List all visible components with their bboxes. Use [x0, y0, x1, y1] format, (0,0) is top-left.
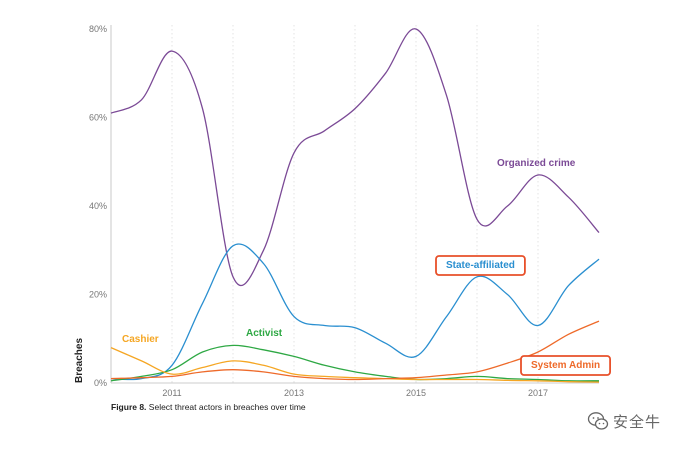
label-highlight-box — [435, 255, 526, 276]
label-highlight-box — [520, 355, 611, 376]
watermark-text: 安全牛 — [613, 413, 662, 431]
series-line — [110, 28, 600, 286]
x-tick-labels: 2011 2013 2015 2017 — [162, 388, 548, 398]
y-tick-label: 80% — [89, 24, 107, 34]
wechat-icon — [587, 412, 609, 430]
series-label: Organized crime — [497, 158, 576, 169]
series-line — [110, 347, 600, 383]
series-label: Cashier — [122, 334, 159, 345]
y-tick-label: 20% — [89, 290, 107, 300]
series-label: State-affiliated — [446, 260, 515, 271]
series-line — [110, 344, 600, 382]
series-labels: Organized crime State-affiliated Activist C… — [122, 158, 611, 376]
x-tick-label: 2011 — [162, 388, 181, 398]
x-tick-label: 2015 — [406, 388, 426, 398]
x-tick-label: 2017 — [528, 388, 548, 398]
series-label: System Admin — [531, 360, 600, 371]
series-label: Activist — [246, 328, 283, 339]
series-line — [110, 243, 600, 381]
gridlines — [171, 25, 539, 383]
y-tick-labels: 0% 20% 40% 60% 80% — [89, 24, 107, 388]
y-tick-label: 0% — [94, 378, 107, 388]
figure-caption: Figure 8. Select threat actors in breach… — [111, 402, 306, 412]
x-tick-label: 2013 — [284, 388, 304, 398]
y-tick-label: 60% — [89, 113, 107, 123]
series-line — [110, 320, 600, 381]
figure-caption-text: Select threat actors in breaches over ti… — [146, 402, 306, 412]
series-lines — [110, 28, 600, 383]
y-axis-title: Breaches — [74, 338, 85, 383]
y-tick-label: 40% — [89, 201, 107, 211]
figure-number: Figure 8. — [111, 402, 147, 412]
watermark: 安全牛 — [587, 410, 661, 432]
